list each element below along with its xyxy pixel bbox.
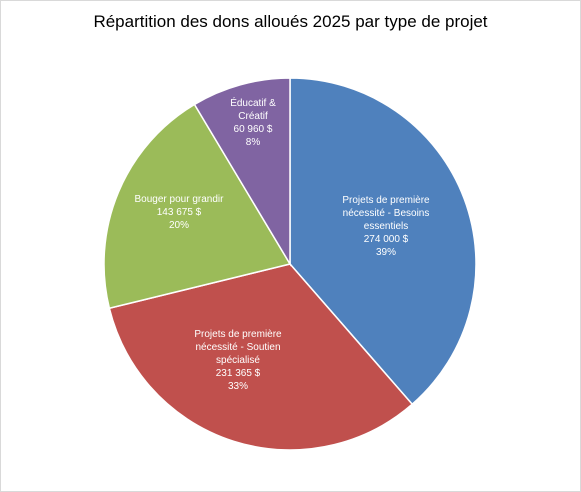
slice-percent: 20% xyxy=(169,220,189,231)
slice-label-2: Bouger pour grandir 143 675 $ 20% xyxy=(135,194,225,231)
slice-category-line: Créatif xyxy=(238,111,268,122)
slice-category-line: Bouger pour grandir xyxy=(135,194,225,205)
slice-category-line: nécessité - Besoins xyxy=(343,208,430,219)
slice-percent: 8% xyxy=(246,137,261,148)
slice-category-line: Projets de première xyxy=(342,195,430,206)
slice-category-line: Projets de première xyxy=(194,329,282,340)
pie-slice-3 xyxy=(193,77,291,267)
pie-slice-1 xyxy=(108,263,414,451)
slice-label-0: Projets de première nécessité - Besoins es… xyxy=(342,195,430,258)
slice-label-1: Projets de première nécessité - Soutien sp… xyxy=(194,329,282,392)
slice-category-line: nécessité - Soutien xyxy=(195,342,280,353)
slice-category-line: essentiels xyxy=(364,221,408,232)
slice-category-line: Éducatif & xyxy=(230,96,276,109)
pie-slice-2 xyxy=(103,103,292,310)
slice-percent: 39% xyxy=(376,247,396,258)
chart-title: Répartition des dons alloués 2025 par ty… xyxy=(93,12,488,31)
slice-category-line: spécialisé xyxy=(216,355,260,366)
slice-value: 274 000 $ xyxy=(364,234,409,245)
slice-value: 60 960 $ xyxy=(234,124,273,135)
slice-label-3: Éducatif & Créatif 60 960 $ 8% xyxy=(230,96,276,148)
slice-value: 143 675 $ xyxy=(157,207,202,218)
slice-percent: 33% xyxy=(228,381,248,392)
pie-slice-0 xyxy=(289,77,477,406)
slice-value: 231 365 $ xyxy=(216,368,261,379)
